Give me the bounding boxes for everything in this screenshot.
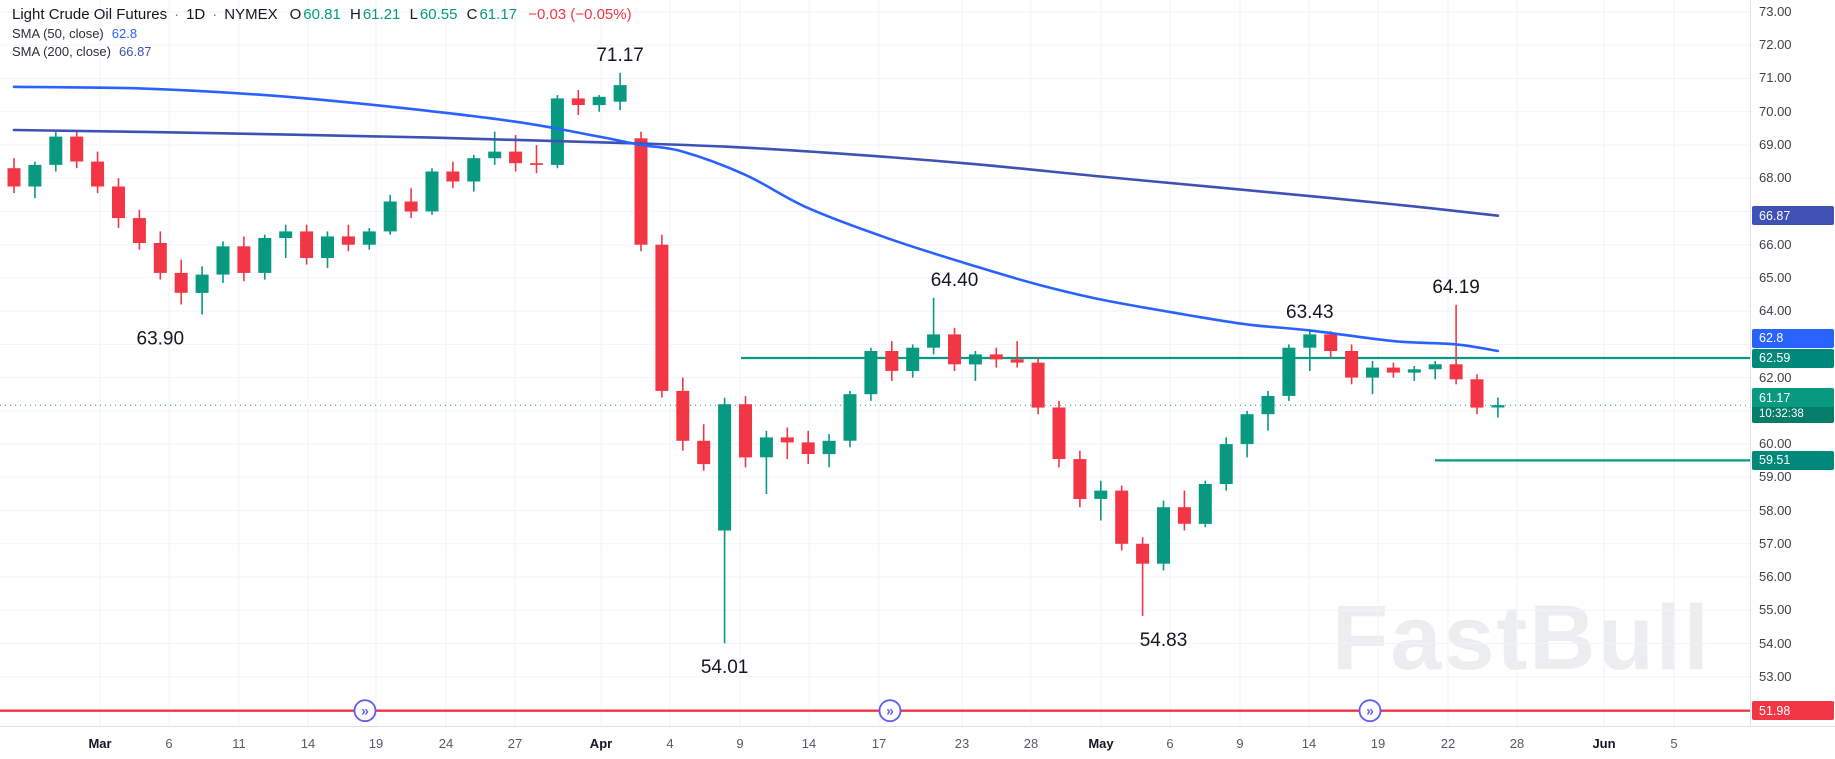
sma200-legend[interactable]: SMA (200, close) 66.87 (12, 44, 632, 59)
badge-price-value: 66.87 (1759, 208, 1791, 223)
sma200-label: SMA (200, close) (12, 44, 111, 59)
line-marker-icon[interactable]: » (1358, 699, 1382, 723)
price-badge-61.17: 61.17 10:32:38 (1752, 388, 1834, 424)
line-marker-icon[interactable]: » (878, 699, 902, 723)
ohlc-values: O 60.81 H 61.21 L 60.55 C 61.17 −0.03 (−0.05… (285, 6, 632, 23)
time-axis-label: 4 (666, 736, 674, 751)
time-axis-label: 9 (736, 736, 744, 751)
price-badge-62.8: 62.8 (1752, 328, 1834, 348)
open-value: 60.81 (303, 6, 341, 23)
price-axis-label: 70.00 (1759, 103, 1792, 119)
price-annotation[interactable]: 64.19 (1432, 277, 1480, 298)
time-axis[interactable]: Mar 6 11 14 19 24 27 Apr 4 9 14 17 23 28 May 6 9 14 19 22 28… (0, 726, 1835, 759)
time-axis-label: 6 (1166, 736, 1174, 751)
time-axis-label: Apr (589, 736, 613, 751)
line-marker-icon[interactable]: » (353, 699, 377, 723)
svg-text:»: » (1366, 703, 1374, 719)
high-value: 61.21 (362, 6, 401, 23)
time-axis-label: 22 (1440, 736, 1456, 751)
price-axis-label: 71.00 (1759, 70, 1792, 86)
sma50-label: SMA (50, close) (12, 26, 104, 41)
time-axis-label: 24 (438, 736, 454, 751)
price-annotation[interactable]: 71.17 (596, 45, 644, 66)
price-axis-label: 59.00 (1759, 469, 1792, 485)
low-label: L (409, 6, 418, 23)
time-axis-label: 17 (871, 736, 887, 751)
sma200-line[interactable] (12, 128, 1500, 217)
price-axis-label: 69.00 (1759, 136, 1792, 152)
price-badge-59.51: 59.51 (1752, 450, 1834, 470)
price-annotation[interactable]: 54.83 (1140, 630, 1188, 651)
time-axis-label: Jun (1592, 736, 1616, 751)
price-axis-label: 72.00 (1759, 37, 1792, 53)
time-axis-label: 28 (1023, 736, 1039, 751)
separator: · (212, 6, 218, 23)
price-axis-label: 73.00 (1759, 4, 1792, 19)
sma50-line[interactable] (12, 85, 1500, 353)
exchange-label: NYMEX (224, 6, 278, 23)
badge-price-value: 61.17 (1759, 390, 1791, 405)
time-axis-label: 11 (232, 736, 246, 751)
sma200-value: 66.87 (119, 44, 152, 59)
price-badge-62.59: 62.59 (1752, 348, 1834, 368)
low-value: 60.55 (419, 6, 458, 23)
time-axis-label: May (1088, 736, 1114, 751)
time-axis-label: 23 (954, 736, 970, 751)
price-axis[interactable]: 73.0072.0071.0070.0069.0068.0067.0066.00… (1750, 0, 1835, 726)
time-axis-label: 14 (801, 736, 817, 751)
sma50-value: 62.8 (111, 26, 138, 41)
price-annotation[interactable]: 64.40 (931, 270, 979, 291)
candlestick-chart[interactable]: 71.17 63.90 54.01 64.40 54.83 63.43 64.19 » » » (0, 0, 1750, 726)
separator: · (174, 6, 180, 23)
high-label: H (350, 6, 361, 23)
price-badge-51.98: 51.98 (1752, 701, 1834, 721)
watermark: FastBull (1332, 587, 1711, 689)
price-axis-label: 53.00 (1759, 668, 1792, 684)
close-value: 61.17 (479, 6, 518, 23)
time-axis-label: Mar (88, 736, 112, 751)
time-axis-label: 28 (1509, 736, 1525, 751)
symbol-legend-row[interactable]: Light Crude Oil Futures · 1D · NYMEX O 60… (12, 6, 632, 23)
chart-legend: Light Crude Oil Futures · 1D · NYMEX O 60… (12, 6, 632, 59)
price-axis-label: 60.00 (1759, 436, 1792, 452)
badge-price-value: 62.8 (1759, 331, 1784, 345)
svg-text:»: » (886, 703, 894, 719)
time-axis-label: 19 (368, 736, 384, 751)
time-axis-label: 14 (1301, 736, 1317, 751)
price-annotation[interactable]: 63.43 (1286, 302, 1334, 323)
time-axis-label: 9 (1236, 736, 1244, 751)
price-axis-label: 57.00 (1759, 535, 1792, 551)
interval-label[interactable]: 1D (186, 6, 206, 23)
time-axis-label: 19 (1370, 736, 1386, 751)
price-axis-label: 66.00 (1759, 236, 1792, 252)
badge-price-value: 51.98 (1759, 703, 1791, 718)
price-axis-label: 65.00 (1759, 269, 1792, 285)
time-axis-label: 27 (507, 736, 523, 751)
open-label: O (289, 6, 302, 23)
badge-price-value: 62.59 (1759, 351, 1791, 365)
price-annotation[interactable]: 63.90 (137, 329, 185, 350)
time-axis-label: 14 (300, 736, 316, 751)
price-axis-label: 54.00 (1759, 635, 1792, 651)
change-value: −0.03 (−0.05%) (528, 6, 632, 23)
price-annotation[interactable]: 54.01 (701, 657, 749, 678)
sma50-legend[interactable]: SMA (50, close) 62.8 (12, 26, 632, 41)
time-axis-label: 5 (1670, 736, 1678, 751)
price-axis-label: 68.00 (1759, 170, 1792, 186)
svg-text:»: » (361, 703, 369, 719)
candles (7, 72, 1505, 644)
symbol-title[interactable]: Light Crude Oil Futures (12, 6, 168, 23)
price-axis-label: 55.00 (1759, 602, 1792, 618)
price-axis-label: 58.00 (1759, 502, 1792, 518)
price-badge-66.87: 66.87 (1752, 206, 1834, 226)
price-axis-label: 62.00 (1759, 369, 1792, 385)
bar-countdown: 10:32:38 (1752, 407, 1834, 424)
price-axis-label: 64.00 (1759, 303, 1792, 319)
badge-price-value: 59.51 (1759, 453, 1791, 468)
price-axis-label: 56.00 (1759, 569, 1792, 585)
close-label: C (466, 6, 478, 23)
time-axis-label: 6 (165, 736, 173, 751)
